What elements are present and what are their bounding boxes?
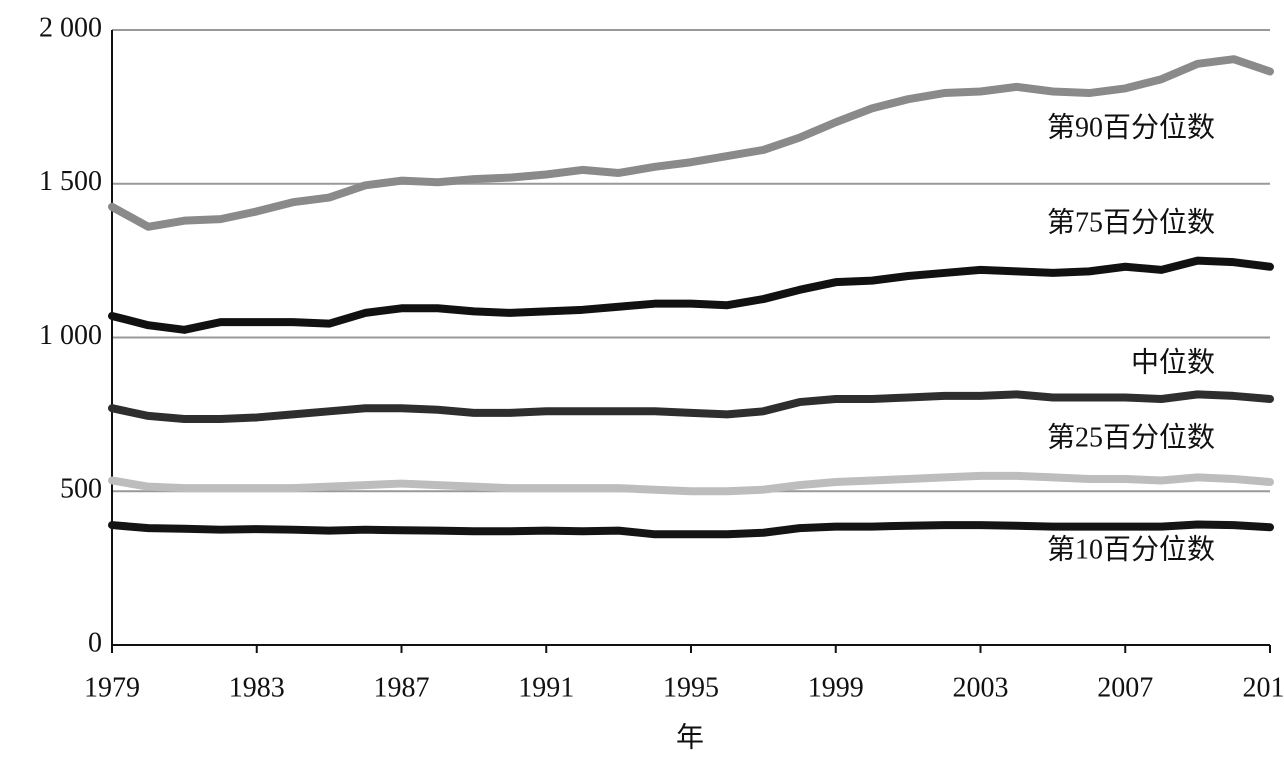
series-line — [108, 471, 1274, 496]
series-label: 第90百分位数 — [1047, 111, 1215, 143]
series-line — [108, 55, 1274, 231]
series-line — [108, 256, 1274, 334]
y-tick-label: 1 500 — [39, 166, 102, 197]
x-tick-label: 1991 — [518, 672, 574, 703]
x-tick-label: 1979 — [84, 672, 140, 703]
y-tick-label: 0 — [88, 627, 102, 658]
x-axis-title: 年 — [676, 721, 704, 753]
y-tick-label: 500 — [60, 474, 102, 505]
x-tick-label: 1999 — [808, 672, 864, 703]
series-label: 第75百分位数 — [1047, 206, 1215, 238]
series-label: 第10百分位数 — [1047, 533, 1215, 565]
x-tick-label: 1995 — [663, 672, 719, 703]
x-tick-label: 1987 — [374, 672, 430, 703]
series-line — [108, 390, 1274, 423]
y-tick-label: 2 000 — [39, 12, 102, 43]
series-line — [108, 520, 1274, 539]
series-label: 中位数 — [1131, 346, 1215, 378]
y-tick-label: 1 000 — [39, 320, 102, 351]
x-tick-label: 2003 — [953, 672, 1009, 703]
series-label: 第25百分位数 — [1047, 421, 1215, 453]
x-tick-label: 2007 — [1097, 672, 1153, 703]
x-tick-label: 2011 — [1243, 672, 1284, 703]
x-tick-label: 1983 — [229, 672, 285, 703]
